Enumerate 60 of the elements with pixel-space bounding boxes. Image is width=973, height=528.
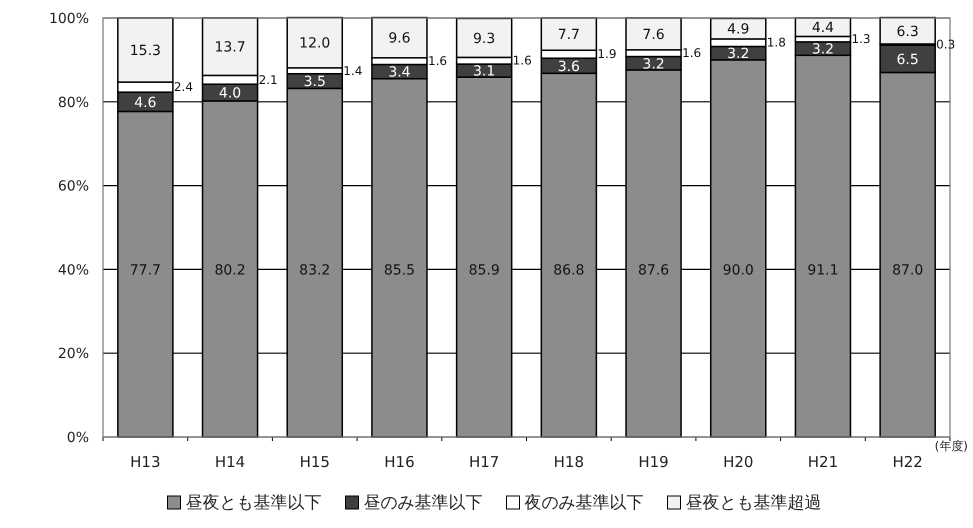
data-label: 1.6 [512,54,532,68]
y-tick-label: 40% [58,262,89,278]
data-label: 1.6 [428,54,448,68]
x-tick-label: H18 [554,453,584,471]
x-tick-label: H13 [130,453,161,471]
data-label: 1.4 [343,64,362,78]
data-label: 1.8 [766,36,786,50]
data-label: 3.1 [473,64,496,80]
data-label: 6.3 [896,24,919,40]
data-label: 3.2 [642,56,665,72]
text: (年度) [934,439,968,453]
x-tick-label: H19 [638,453,669,471]
y-tick-label: 20% [58,346,89,362]
data-label: 6.5 [896,52,919,68]
data-label: 4.4 [812,20,834,36]
x-tick-label: H22 [892,453,923,471]
data-label: 91.1 [807,262,839,278]
data-label: 7.7 [558,27,580,44]
data-label: 86.8 [553,262,584,278]
data-label: 90.0 [722,262,754,278]
data-label: 3.6 [558,58,580,75]
x-tick-label: H20 [723,453,754,471]
data-label: 13.7 [214,40,246,56]
data-label: 4.6 [134,94,157,111]
legend-label: 昼夜とも基準以下 [186,493,322,513]
data-label: 3.4 [388,64,411,81]
data-label: 2.1 [258,72,278,87]
x-tick-label: H14 [214,453,246,471]
legend-label: 昼夜とも基準超過 [686,493,822,513]
data-label: 12.0 [299,36,330,52]
data-label: 83.2 [299,262,330,278]
legend-label: 夜のみ基準以下 [524,493,644,513]
data-label: 1.9 [597,47,616,62]
y-tick-label: 60% [58,178,89,195]
data-label: 9.6 [388,30,411,47]
x-tick-label: H15 [300,453,330,471]
data-label: 80.2 [214,262,246,278]
data-label: 1.3 [851,32,871,46]
data-label: 1.6 [682,46,702,60]
x-tick-label: H17 [468,453,500,471]
x-tick-label: H21 [808,453,838,471]
data-label: 15.3 [130,43,161,60]
data-label: 2.4 [174,80,193,94]
x-tick-label: H16 [384,453,415,471]
data-label: 3.2 [727,46,750,62]
data-label: 85.5 [384,262,416,278]
data-label: 77.7 [130,262,161,278]
data-label: 3.2 [812,42,834,58]
y-tick-label: 80% [58,94,89,111]
data-label: 9.3 [473,30,496,47]
data-label: 7.6 [642,26,665,43]
y-tick-label: 100% [48,11,89,27]
data-label: 3.5 [304,74,326,90]
data-label: 4.0 [218,86,242,102]
data-label: 87.0 [892,262,924,278]
data-label: 4.9 [727,22,750,38]
y-tick-label: 0% [66,430,89,446]
data-label: 85.9 [468,262,500,278]
legend-label: 昼のみ基準以下 [364,493,482,513]
data-label: 87.6 [638,262,670,278]
